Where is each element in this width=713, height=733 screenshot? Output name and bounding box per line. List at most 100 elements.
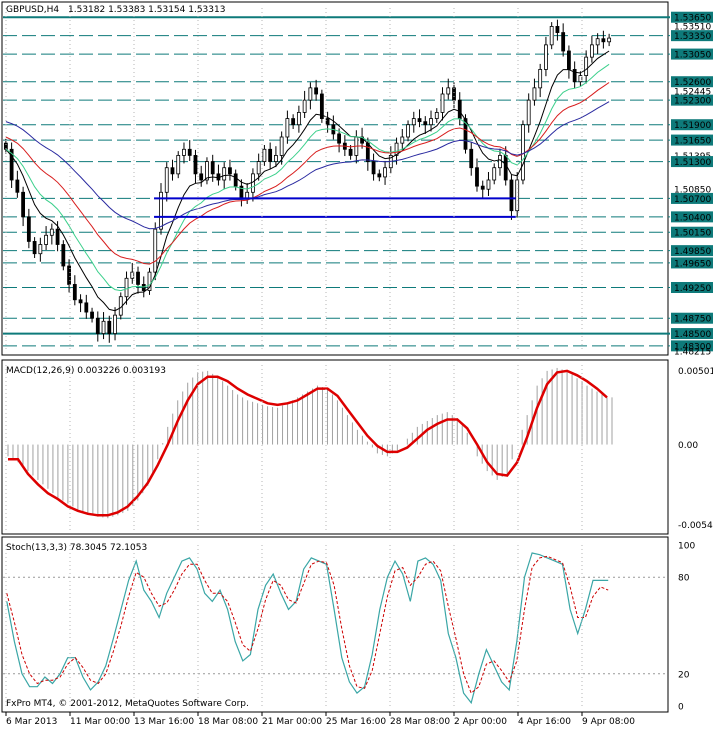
ma-line-green [5, 63, 610, 292]
stoch-tick-label: 80 [678, 574, 690, 584]
candle-body [555, 26, 560, 33]
candle-body [394, 142, 399, 156]
price-tick-label: 1.53510 [674, 22, 711, 32]
candle-body [348, 148, 353, 156]
ma-line-fast [5, 50, 610, 312]
price-tag-label: 1.48500 [674, 330, 711, 340]
price-tag-label: 1.51650 [674, 137, 711, 147]
candle-body [182, 148, 186, 156]
candle-body [251, 173, 255, 193]
candle-body [90, 311, 94, 319]
price-tag-label: 1.53350 [674, 32, 711, 42]
candle-body [32, 241, 37, 255]
candle-body [61, 244, 66, 267]
symbol-label: GBPUSD,H4 [6, 5, 59, 15]
candle-body [228, 167, 232, 175]
candle-body [607, 37, 612, 43]
macd-tick-label: 0.00 [678, 441, 698, 451]
price-tag-label: 1.53650 [674, 14, 711, 24]
candle-body [274, 155, 278, 162]
candle-body [434, 112, 439, 119]
candle-body [549, 26, 554, 46]
candle-body [95, 317, 100, 334]
candle-body [314, 87, 319, 95]
price-tag-label: 1.48750 [674, 315, 711, 325]
macd-title: MACD(12,26,9) 0.003226 0.003193 [6, 366, 166, 376]
price-tick-label: 1.48215 [674, 348, 711, 358]
price-tag [671, 94, 713, 106]
candle-body [72, 284, 77, 301]
stoch-title: Stoch(13,3,3) 78.3045 72.1053 [6, 543, 147, 553]
candle-body [515, 179, 520, 212]
candle-body [406, 124, 410, 138]
stoch-tick-label: 100 [678, 542, 695, 552]
candle-body [572, 69, 577, 83]
price-tag-label: 1.50400 [674, 213, 711, 223]
candle-body [423, 121, 428, 126]
ohlc-readout: 1.53182 1.53383 1.53154 1.53313 [68, 5, 225, 15]
candle-body [285, 118, 290, 138]
stoch-tick-label: 20 [678, 670, 690, 680]
candle-body [411, 118, 416, 126]
stoch-panel-frame [1, 536, 669, 713]
candle-body [222, 167, 227, 181]
stoch-signal-line [6, 555, 609, 694]
candle-body [44, 234, 48, 245]
price-tick-label: 1.50850 [674, 186, 711, 196]
time-axis: 6 Mar 2013 11 Mar 00:00 13 Mar 16:00 18 Mar… [5, 8, 635, 727]
price-tag [671, 156, 713, 168]
candle-body [429, 118, 433, 126]
candle-body [67, 265, 71, 285]
candle-body [567, 50, 571, 70]
price-tick-label: 1.52445 [674, 88, 711, 98]
candle-body [521, 124, 525, 181]
time-tick-label: 13 Mar 16:00 [134, 717, 194, 727]
copyright-text: FxPro MT4, © 2001-2012, MetaQuotes Softw… [6, 699, 249, 709]
candle-body [101, 320, 106, 334]
candle-body [475, 167, 479, 187]
price-tag [671, 312, 713, 324]
time-tick-label: 28 Mar 08:00 [390, 717, 450, 727]
candle-body [9, 148, 14, 181]
candle-body [589, 44, 594, 58]
candle-body [136, 271, 140, 285]
candle-body [205, 161, 209, 181]
price-tag [671, 119, 713, 131]
candle-body [124, 277, 129, 298]
candle-body [21, 191, 26, 218]
time-tick-label: 6 Mar 2013 [6, 717, 57, 727]
candle-body [400, 136, 405, 144]
price-tag-label: 1.49250 [674, 284, 711, 294]
candle-body [492, 167, 497, 181]
ma-line-blue [5, 101, 610, 230]
candle-body [55, 228, 60, 245]
candle-body [457, 99, 462, 119]
macd-signal-line [8, 369, 608, 517]
candle-body [417, 118, 422, 123]
price-tag-label: 1.53050 [674, 51, 711, 61]
candle-body [153, 228, 158, 273]
price-tag [671, 340, 713, 352]
candle-body [262, 148, 267, 162]
price-tag-label: 1.52300 [674, 97, 711, 107]
candle-body [308, 87, 313, 101]
candle-body [452, 87, 456, 101]
candle-body [498, 155, 502, 169]
stoch-tick-label: 0 [678, 703, 684, 713]
price-panel-frame [1, 1, 669, 356]
candle-body [210, 161, 215, 175]
stoch-main-line [6, 552, 609, 705]
time-tick-label: 25 Mar 16:00 [326, 717, 386, 727]
price-tag [671, 226, 713, 238]
candle-body [49, 228, 54, 236]
candle-body [365, 142, 370, 162]
macd-panel-frame [1, 359, 669, 535]
candle-body [193, 155, 198, 175]
candle-body [159, 191, 163, 230]
candle-body [371, 161, 376, 175]
candle-body [84, 302, 89, 313]
candle-body [164, 167, 169, 193]
stochastic-panel: 100 80 20 0 [3, 542, 695, 713]
